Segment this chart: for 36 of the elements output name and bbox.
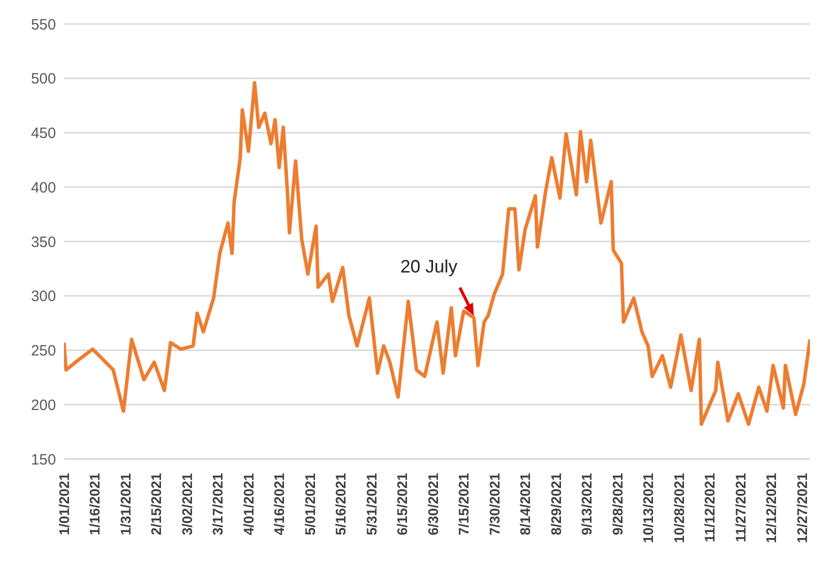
y-tick-label: 200: [30, 396, 56, 414]
x-tick-label: 12/27/2021: [794, 472, 810, 544]
x-tick-label: 11/27/2021: [732, 472, 748, 542]
x-tick-label: 5/01/2021: [302, 472, 318, 536]
x-tick-label: 1/31/2021: [117, 472, 134, 536]
x-tick-label: 5/16/2021: [332, 472, 349, 536]
x-tick-label: 3/17/2021: [210, 472, 226, 536]
y-tick-label: 450: [30, 125, 56, 142]
y-tick-label: 150: [30, 451, 56, 468]
x-tick-label: 4/01/2021: [240, 472, 256, 536]
y-tick-label: 350: [30, 234, 56, 251]
x-tick-label: 8/14/2021: [517, 472, 534, 536]
y-tick-label: 250: [30, 342, 56, 360]
y-tick-label: 550: [30, 16, 56, 34]
y-tick-label: 300: [30, 288, 56, 306]
x-tick-label: 12/12/2021: [763, 472, 780, 544]
x-tick-label: 3/02/2021: [178, 472, 195, 536]
x-tick-label: 9/13/2021: [578, 472, 595, 536]
x-tick-label: 10/28/2021: [670, 472, 687, 544]
y-tick-label: 400: [30, 179, 56, 196]
x-tick-label: 11/12/2021: [702, 472, 718, 542]
x-tick-label: 10/13/2021: [640, 472, 656, 544]
x-tick-label: 8/29/2021: [548, 472, 564, 536]
x-tick-label: 7/15/2021: [456, 472, 472, 536]
x-tick-label: 5/31/2021: [363, 472, 380, 536]
x-tick-label: 2/15/2021: [148, 472, 164, 536]
x-tick-label: 6/30/2021: [424, 472, 441, 536]
annotation: 20 July: [400, 256, 458, 277]
x-tick-label: 1/01/2021: [56, 472, 72, 536]
x-tick-label: 9/28/2021: [609, 472, 626, 536]
y-tick-label: 500: [30, 70, 56, 88]
x-tick-label: 7/30/2021: [486, 472, 502, 536]
x-tick-label: 6/15/2021: [394, 472, 410, 536]
x-tick-label: 1/16/2021: [86, 472, 103, 536]
line-series: [64, 80, 810, 426]
x-tick-label: 4/16/2021: [271, 472, 288, 536]
